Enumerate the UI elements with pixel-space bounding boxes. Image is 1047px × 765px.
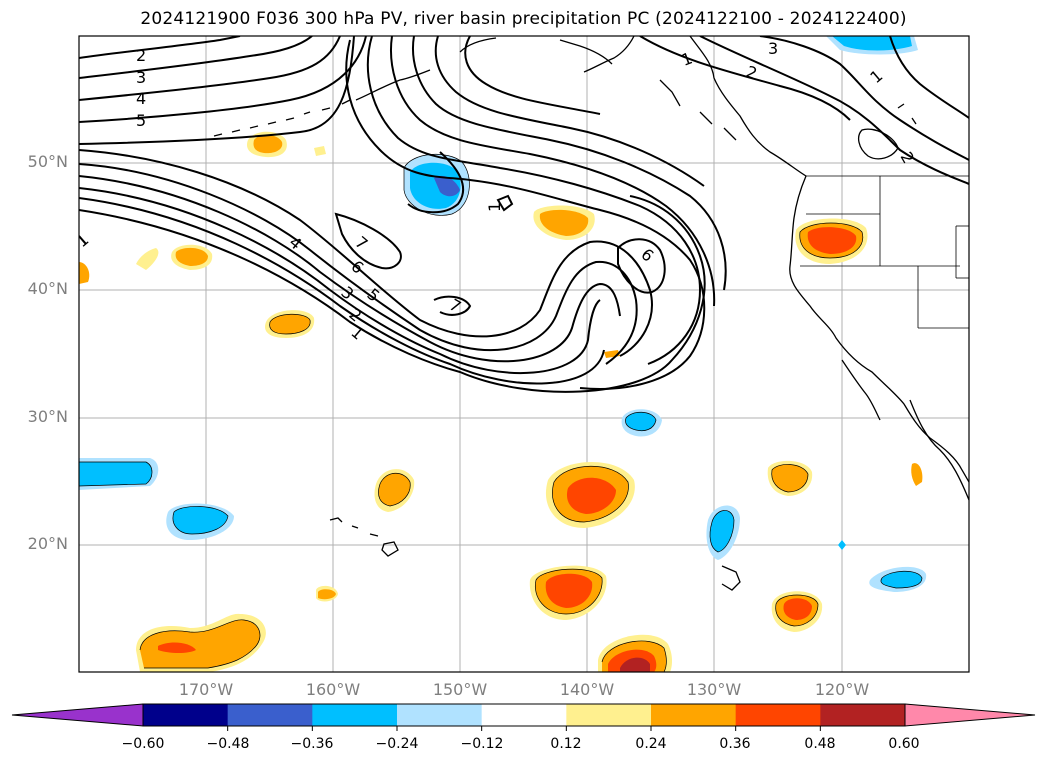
shading-outlines (79, 153, 923, 672)
pv-contours (79, 36, 969, 393)
lat-label-30n: 30°N (27, 407, 68, 426)
lat-label-20n: 20°N (27, 534, 68, 553)
coastlines (213, 36, 969, 591)
colorbar-tick-label: 0.12 (550, 736, 582, 752)
colorbar-tick-label: −0.24 (375, 736, 419, 752)
colorbar-bin (735, 704, 821, 726)
colorbar-bin (227, 704, 313, 726)
state-borders (800, 175, 969, 329)
lon-label-170w: 170°W (178, 680, 234, 699)
colorbar-bin (651, 704, 737, 726)
colorbar-tick-label: 0.24 (635, 736, 667, 752)
lon-label-120w: 120°W (814, 680, 870, 699)
contour-label: 4 (136, 89, 146, 108)
colorbar-under-extension (11, 703, 144, 727)
map-frame (78, 35, 970, 673)
colorbar-tick-label: −0.48 (206, 736, 250, 752)
lat-label-40n: 40°N (27, 279, 68, 298)
lon-label-160w: 160°W (305, 680, 361, 699)
map-plot-area (79, 36, 969, 672)
lon-label-140w: 140°W (559, 680, 615, 699)
colorbar-bin (566, 704, 652, 726)
colorbar-tick-label: −0.12 (460, 736, 504, 752)
colorbar-tick-label: −0.36 (290, 736, 334, 752)
contour-label: 5 (136, 111, 146, 130)
colorbar-tick-label: 0.60 (888, 736, 920, 752)
colorbar-over-extension (904, 703, 1036, 727)
lon-label-130w: 130°W (686, 680, 742, 699)
graticule (79, 36, 969, 672)
lat-label-50n: 50°N (27, 152, 68, 171)
colorbar-bin (481, 704, 567, 726)
contour-label: 2 (136, 46, 146, 65)
contour-label: 1 (485, 202, 504, 212)
lon-label-150w: 150°W (432, 680, 488, 699)
colorbar-bin (397, 704, 483, 726)
map-title: 2024121900 F036 300 hPa PV, river basin … (140, 9, 907, 29)
colorbar (11, 703, 1036, 731)
contour-label: 3 (136, 68, 146, 87)
colorbar-bin (820, 704, 906, 726)
contour-label: 3 (768, 39, 778, 58)
colorbar-tick-label: 0.36 (719, 736, 751, 752)
colorbar-bin (143, 704, 229, 726)
colorbar-bin (312, 704, 398, 726)
colorbar-tick-label: −0.60 (121, 736, 165, 752)
colorbar-tick-label: 0.48 (804, 736, 836, 752)
